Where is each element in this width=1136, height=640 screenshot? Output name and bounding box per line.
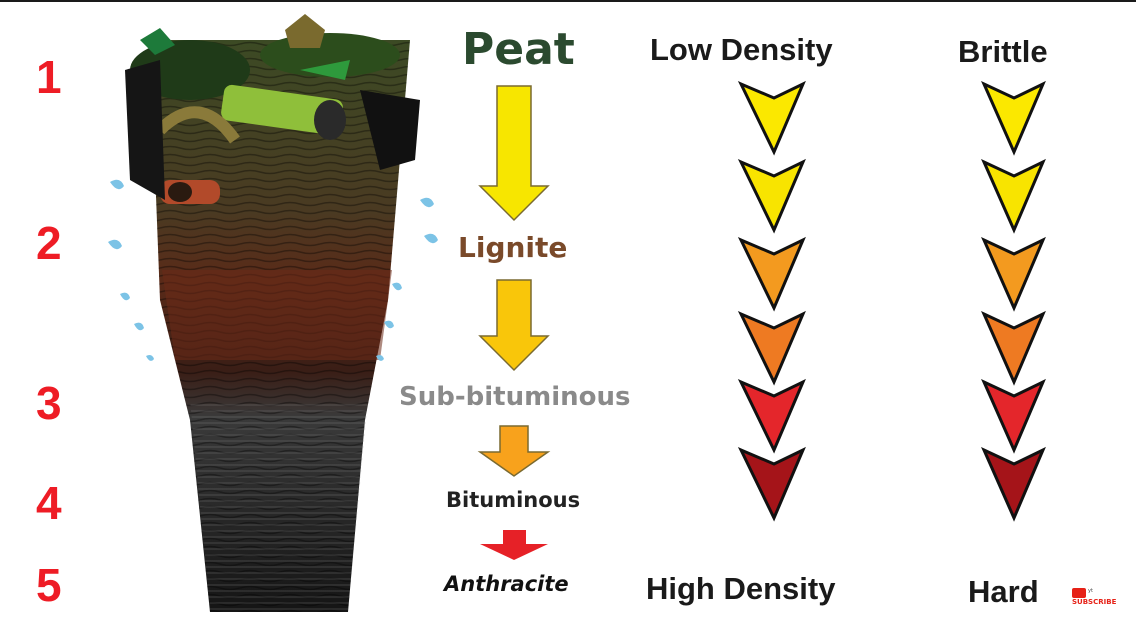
stage-label-lignite: Lignite [458,231,568,264]
arrow-bituminous-to-anthracite [480,530,548,560]
water-drop [108,239,122,250]
youtube-logo-icon [1072,588,1086,598]
subscribe-button[interactable]: yt SUBSCRIBE [1072,588,1116,606]
column-coal-layers [190,400,368,612]
log-hole [168,182,192,202]
density-chevron [737,378,806,454]
water-drop [392,282,402,291]
water-droplets [108,179,438,361]
water-drop [134,322,144,331]
fern-leaf [140,28,175,55]
density-bottom-label: High Density [646,571,836,606]
step-number-5: 5 [36,559,62,611]
density-chevron [737,236,806,312]
hardness-chevron [981,80,1046,156]
hardness-chevron [981,310,1046,386]
stage-label-anthracite: Anthracite [444,572,569,596]
step-number-3: 3 [36,377,62,429]
water-drop [376,355,384,361]
stage-label-sub-bituminous: Sub-bituminous [399,382,631,412]
step-number-4: 4 [36,477,62,529]
hardness-chevron [981,236,1046,312]
hardness-bottom-label: Hard [968,574,1039,609]
water-drop [384,320,394,329]
hardness-chevrons [981,80,1046,522]
fern-leaf [300,60,350,80]
stage-label-bituminous: Bituminous [446,488,581,512]
density-chevron [737,80,806,156]
density-chevrons [737,80,806,522]
arrow-subbituminous-to-bituminous [477,425,551,477]
tree-stump [285,14,325,48]
arrow-lignite-to-subbituminous [478,279,550,372]
stage-arrows [477,85,551,560]
water-drop [110,179,124,190]
arrow-peat-to-lignite [478,85,550,222]
density-top-label: Low Density [650,32,833,67]
density-chevron [737,310,806,386]
subscribe-small-text: yt [1088,588,1093,594]
hardness-top-label: Brittle [958,34,1048,69]
top-border [0,0,1136,2]
hardness-chevron [981,158,1046,234]
dark-foliage [125,60,165,200]
water-drop [120,292,130,301]
palm-frond [155,106,240,144]
density-chevron [737,158,806,234]
sediment-band [162,270,392,360]
stage-label-peat: Peat [462,24,575,75]
coal-column-illustration [125,14,420,612]
hardness-chevron [981,378,1046,454]
step-number-2: 2 [36,217,62,269]
water-drop [424,233,438,244]
subscribe-label: SUBSCRIBE [1072,598,1117,606]
fallen-log [221,84,343,136]
dark-foliage [360,90,420,170]
hardness-chevron [981,446,1046,522]
water-drop [420,197,434,208]
density-chevron [737,446,806,522]
water-drop [146,355,154,361]
step-number-1: 1 [36,51,62,103]
log-end [314,100,346,140]
